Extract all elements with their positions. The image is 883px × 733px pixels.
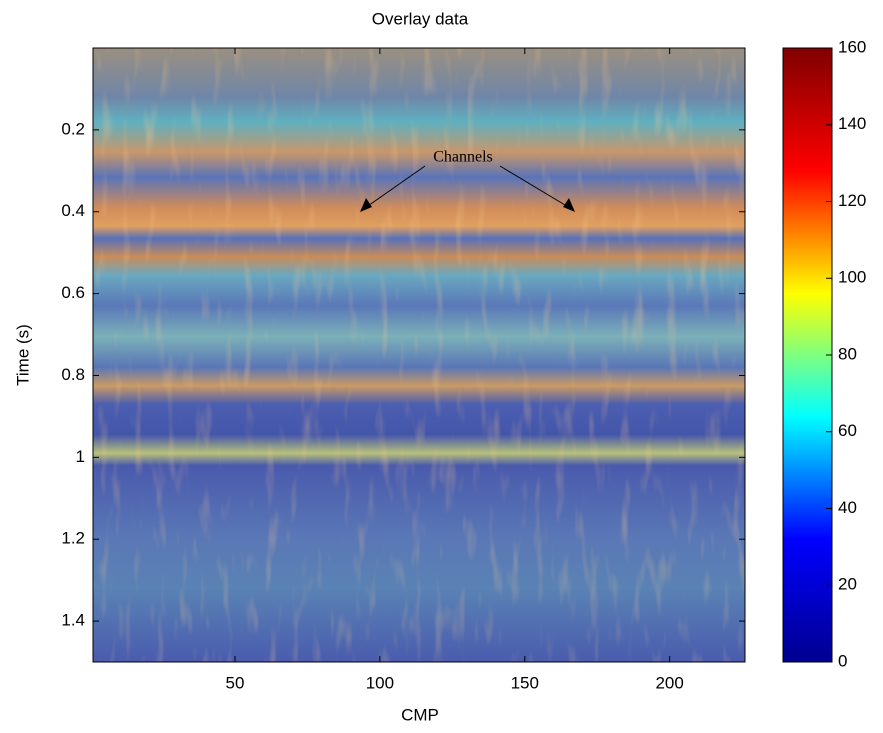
plot-frame — [92, 47, 746, 663]
y-tick-label: 0.2 — [61, 119, 85, 138]
colorbar-tick-label: 120 — [838, 191, 866, 210]
colorbar-tick-label: 140 — [838, 114, 866, 133]
colorbar-tick-label: 100 — [838, 268, 866, 287]
x-tick-label: 150 — [511, 673, 539, 692]
colorbar-tick-label: 20 — [838, 575, 857, 594]
x-tick-label: 100 — [366, 673, 394, 692]
annotation: Channels — [433, 149, 493, 166]
chart-title: Overlay data — [372, 9, 469, 28]
annotation-arrows — [364, 165, 571, 209]
seismic-texture — [93, 48, 745, 662]
x-tick-label: 50 — [226, 673, 245, 692]
y-tick-label: 1.4 — [61, 611, 85, 630]
y-tick-label: 1 — [76, 447, 85, 466]
x-axis-label: CMP — [401, 705, 439, 724]
colorbar-tick-label: 40 — [838, 498, 857, 517]
y-tick-label: 0.4 — [61, 201, 85, 220]
y-tick-label: 0.6 — [61, 283, 85, 302]
y-tick-label: 1.2 — [61, 529, 85, 548]
y-tick-label: 0.8 — [61, 365, 85, 384]
y-axis-label: Time (s) — [13, 324, 32, 386]
colorbar-tick-label: 160 — [838, 37, 866, 56]
x-tick-label: 200 — [655, 673, 683, 692]
colorbar — [782, 47, 833, 663]
colorbar-tick-label: 60 — [838, 421, 857, 440]
arrow-head — [563, 198, 575, 212]
colorbar-tick-label: 80 — [838, 344, 857, 363]
colorbar-tick-label: 0 — [838, 651, 847, 670]
arrow-head — [360, 198, 372, 212]
